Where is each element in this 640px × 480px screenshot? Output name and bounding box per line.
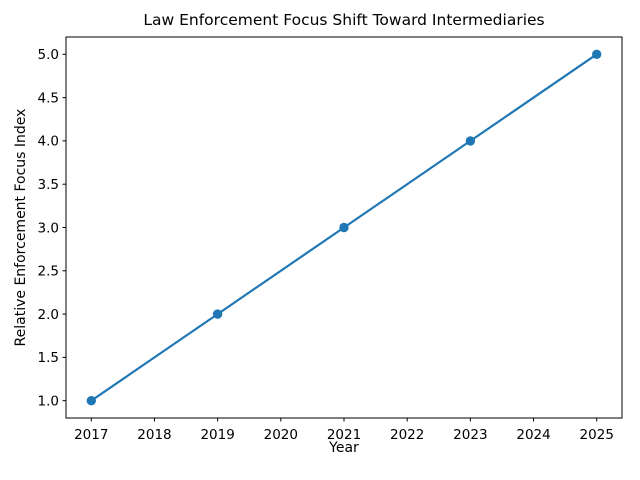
x-tick-label: 2020	[264, 427, 298, 443]
data-point-marker	[339, 222, 349, 233]
y-tick-label: 3.5	[38, 177, 59, 193]
y-axis-label: Relative Enforcement Focus Index	[13, 109, 29, 347]
data-point-marker	[212, 309, 223, 319]
data-point-marker	[86, 396, 97, 406]
y-tick-label: 5.0	[38, 47, 59, 63]
plot-frame	[65, 36, 623, 419]
x-tick-label: 2017	[74, 427, 108, 443]
x-axis-label: Year	[328, 440, 359, 456]
x-tick-label: 2022	[390, 427, 424, 443]
y-tick-label: 2.5	[38, 264, 59, 280]
data-point-marker	[592, 49, 602, 59]
x-tick-label: 2021	[327, 427, 361, 443]
y-tick-label: 4.5	[38, 90, 59, 106]
chart-title: Law Enforcement Focus Shift Toward Inter…	[143, 11, 544, 29]
y-tick-label: 2.0	[38, 307, 59, 323]
plot-area: 2017 2018 2019 2020 2021 2022 2023 2024 2025 1.0 1…	[38, 36, 623, 443]
x-tick-label: 2023	[453, 427, 487, 443]
data-point-marker	[465, 136, 476, 146]
x-tick-label: 2019	[200, 427, 234, 443]
y-tick-label: 1.0	[38, 393, 59, 409]
x-tick-label: 2025	[580, 427, 614, 443]
y-tick-label: 1.5	[38, 350, 59, 366]
y-tick-label: 4.0	[38, 134, 59, 150]
x-tick-label: 2018	[137, 427, 171, 443]
x-tick-label: 2024	[516, 427, 550, 443]
y-tick-label: 3.0	[38, 220, 59, 236]
